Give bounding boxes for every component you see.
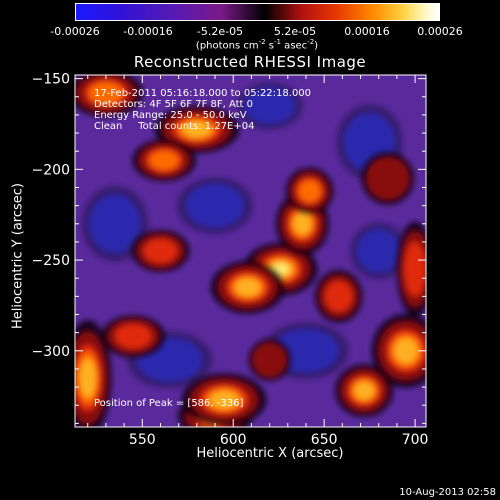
dark-region-core: [356, 229, 401, 273]
colorbar-tick-label: 0.00016: [344, 25, 390, 38]
dark-region-core: [89, 194, 141, 253]
y-axis-label: Heliocentric Y (arcsec): [10, 183, 26, 329]
colorbar-gradient: [75, 3, 440, 21]
source-core: [182, 121, 212, 138]
colorbar-tick-label: 5.2e-05: [273, 25, 317, 38]
source-core: [293, 213, 312, 235]
x-tick-label: 550: [129, 432, 156, 448]
source-core: [354, 381, 374, 400]
source-core: [298, 180, 321, 202]
x-tick-label: 650: [311, 432, 338, 448]
source-core: [79, 358, 96, 398]
colorbar-tick-label: 0.00026: [417, 25, 463, 38]
source-core: [394, 338, 418, 364]
y-tick-label: −150: [32, 72, 70, 88]
image-annotations: 17-Feb-2011 05:16:18.000 to 05:22:18.000…: [94, 88, 311, 132]
source-core: [404, 242, 426, 297]
source-core: [149, 150, 179, 170]
plot-frame: [74, 74, 427, 428]
time-range-label: 17-Feb-2011 05:16:18.000 to 05:22:18.000: [94, 88, 312, 99]
dark-region-core: [185, 183, 245, 228]
energy-range-label: Energy Range: 25.0 - 50.0 keV: [94, 110, 247, 121]
clean-counts-label: Clean Total counts: 1.27E+04: [94, 121, 255, 132]
source-core: [143, 238, 178, 264]
y-tick-label: −300: [32, 344, 70, 360]
source-rim: [366, 157, 409, 200]
y-tick-label: −200: [32, 162, 70, 178]
peak-position-label: Position of Peak = [586, -336]: [94, 398, 244, 409]
source-core: [325, 281, 353, 312]
footer-date: 10-Aug-2013 02:58: [399, 487, 496, 498]
colorbar-tick-label: -0.00016: [123, 25, 173, 38]
source-core: [115, 324, 152, 349]
detectors-label: Detectors: 4F 5F 6F 7F 8F, Att 0: [94, 99, 254, 110]
chart-title: Reconstructed RHESSI Image: [133, 53, 367, 71]
x-tick-label: 700: [402, 432, 429, 448]
source-core: [235, 278, 261, 297]
source-rim: [252, 343, 287, 377]
x-axis-label: Heliocentric X (arcsec): [196, 446, 344, 461]
source-core: [89, 82, 123, 104]
colorbar-tick-label: -0.00026: [50, 25, 100, 38]
dark-region-core: [244, 87, 296, 124]
x-tick-label: 600: [220, 432, 247, 448]
source-core: [209, 390, 239, 409]
colorbar-units: (photons cm-2 s-1 asec-2): [195, 38, 319, 52]
colorbar-tick-label: -5.2e-05: [196, 25, 244, 38]
y-tick-label: −250: [32, 253, 70, 269]
